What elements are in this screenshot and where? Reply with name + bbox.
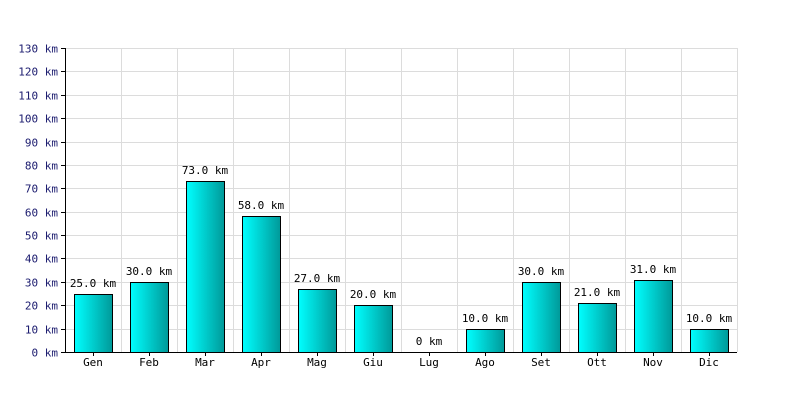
bar-apr <box>242 216 281 353</box>
x-tick-label: Feb <box>139 356 159 369</box>
data-label: 25.0 km <box>70 277 117 290</box>
x-tick-label: Giu <box>363 356 383 369</box>
y-tick-label: 80 km <box>25 160 58 173</box>
data-label: 20.0 km <box>350 288 397 301</box>
y-tick-label: 110 km <box>18 90 58 103</box>
x-tick-label: Ago <box>475 356 495 369</box>
data-label: 30.0 km <box>518 265 565 278</box>
bar-dic <box>690 329 729 353</box>
y-tick-label: 60 km <box>25 207 58 220</box>
data-label: 73.0 km <box>182 164 229 177</box>
bar-ott <box>578 303 617 353</box>
y-tick-label: 40 km <box>25 253 58 266</box>
data-label: 31.0 km <box>630 263 677 276</box>
x-tick-label: Apr <box>251 356 271 369</box>
grid-lines <box>65 48 738 352</box>
data-label: 27.0 km <box>294 272 341 285</box>
bar-ago <box>466 329 505 353</box>
y-tick-label: 120 km <box>18 66 58 79</box>
data-label: 0 km <box>416 335 443 348</box>
axes <box>61 48 737 356</box>
y-tick-label: 20 km <box>25 300 58 313</box>
x-tick-label: Nov <box>643 356 663 369</box>
y-tick-label: 90 km <box>25 137 58 150</box>
bar-gen <box>74 294 113 353</box>
y-tick-label: 130 km <box>18 43 58 56</box>
y-tick-label: 10 km <box>25 324 58 337</box>
data-label: 58.0 km <box>238 199 285 212</box>
labels: 0 km 10 km 20 km 30 km 40 km 50 km 60 km 70 km 8… <box>18 43 732 370</box>
data-label: 10.0 km <box>686 312 733 325</box>
x-tick-label: Mar <box>195 356 215 369</box>
x-tick-label: Gen <box>83 356 103 369</box>
bar-mag <box>298 289 337 353</box>
bar-mar <box>186 181 225 353</box>
x-tick-label: Set <box>531 356 551 369</box>
bar-set <box>522 282 561 353</box>
bar-giu <box>354 305 393 353</box>
y-tick-label: 30 km <box>25 277 58 290</box>
y-tick-label: 70 km <box>25 183 58 196</box>
data-label: 21.0 km <box>574 286 621 299</box>
y-tick-label: 0 km <box>32 347 59 360</box>
data-label: 30.0 km <box>126 265 173 278</box>
x-tick-label: Mag <box>307 356 327 369</box>
bar-feb <box>130 282 169 353</box>
y-tick-label: 50 km <box>25 230 58 243</box>
x-tick-label: Dic <box>699 356 719 369</box>
x-tick-label: Ott <box>587 356 607 369</box>
x-tick-label: Lug <box>419 356 439 369</box>
y-tick-label: 100 km <box>18 113 58 126</box>
bar-nov <box>634 280 673 353</box>
data-label: 10.0 km <box>462 312 509 325</box>
